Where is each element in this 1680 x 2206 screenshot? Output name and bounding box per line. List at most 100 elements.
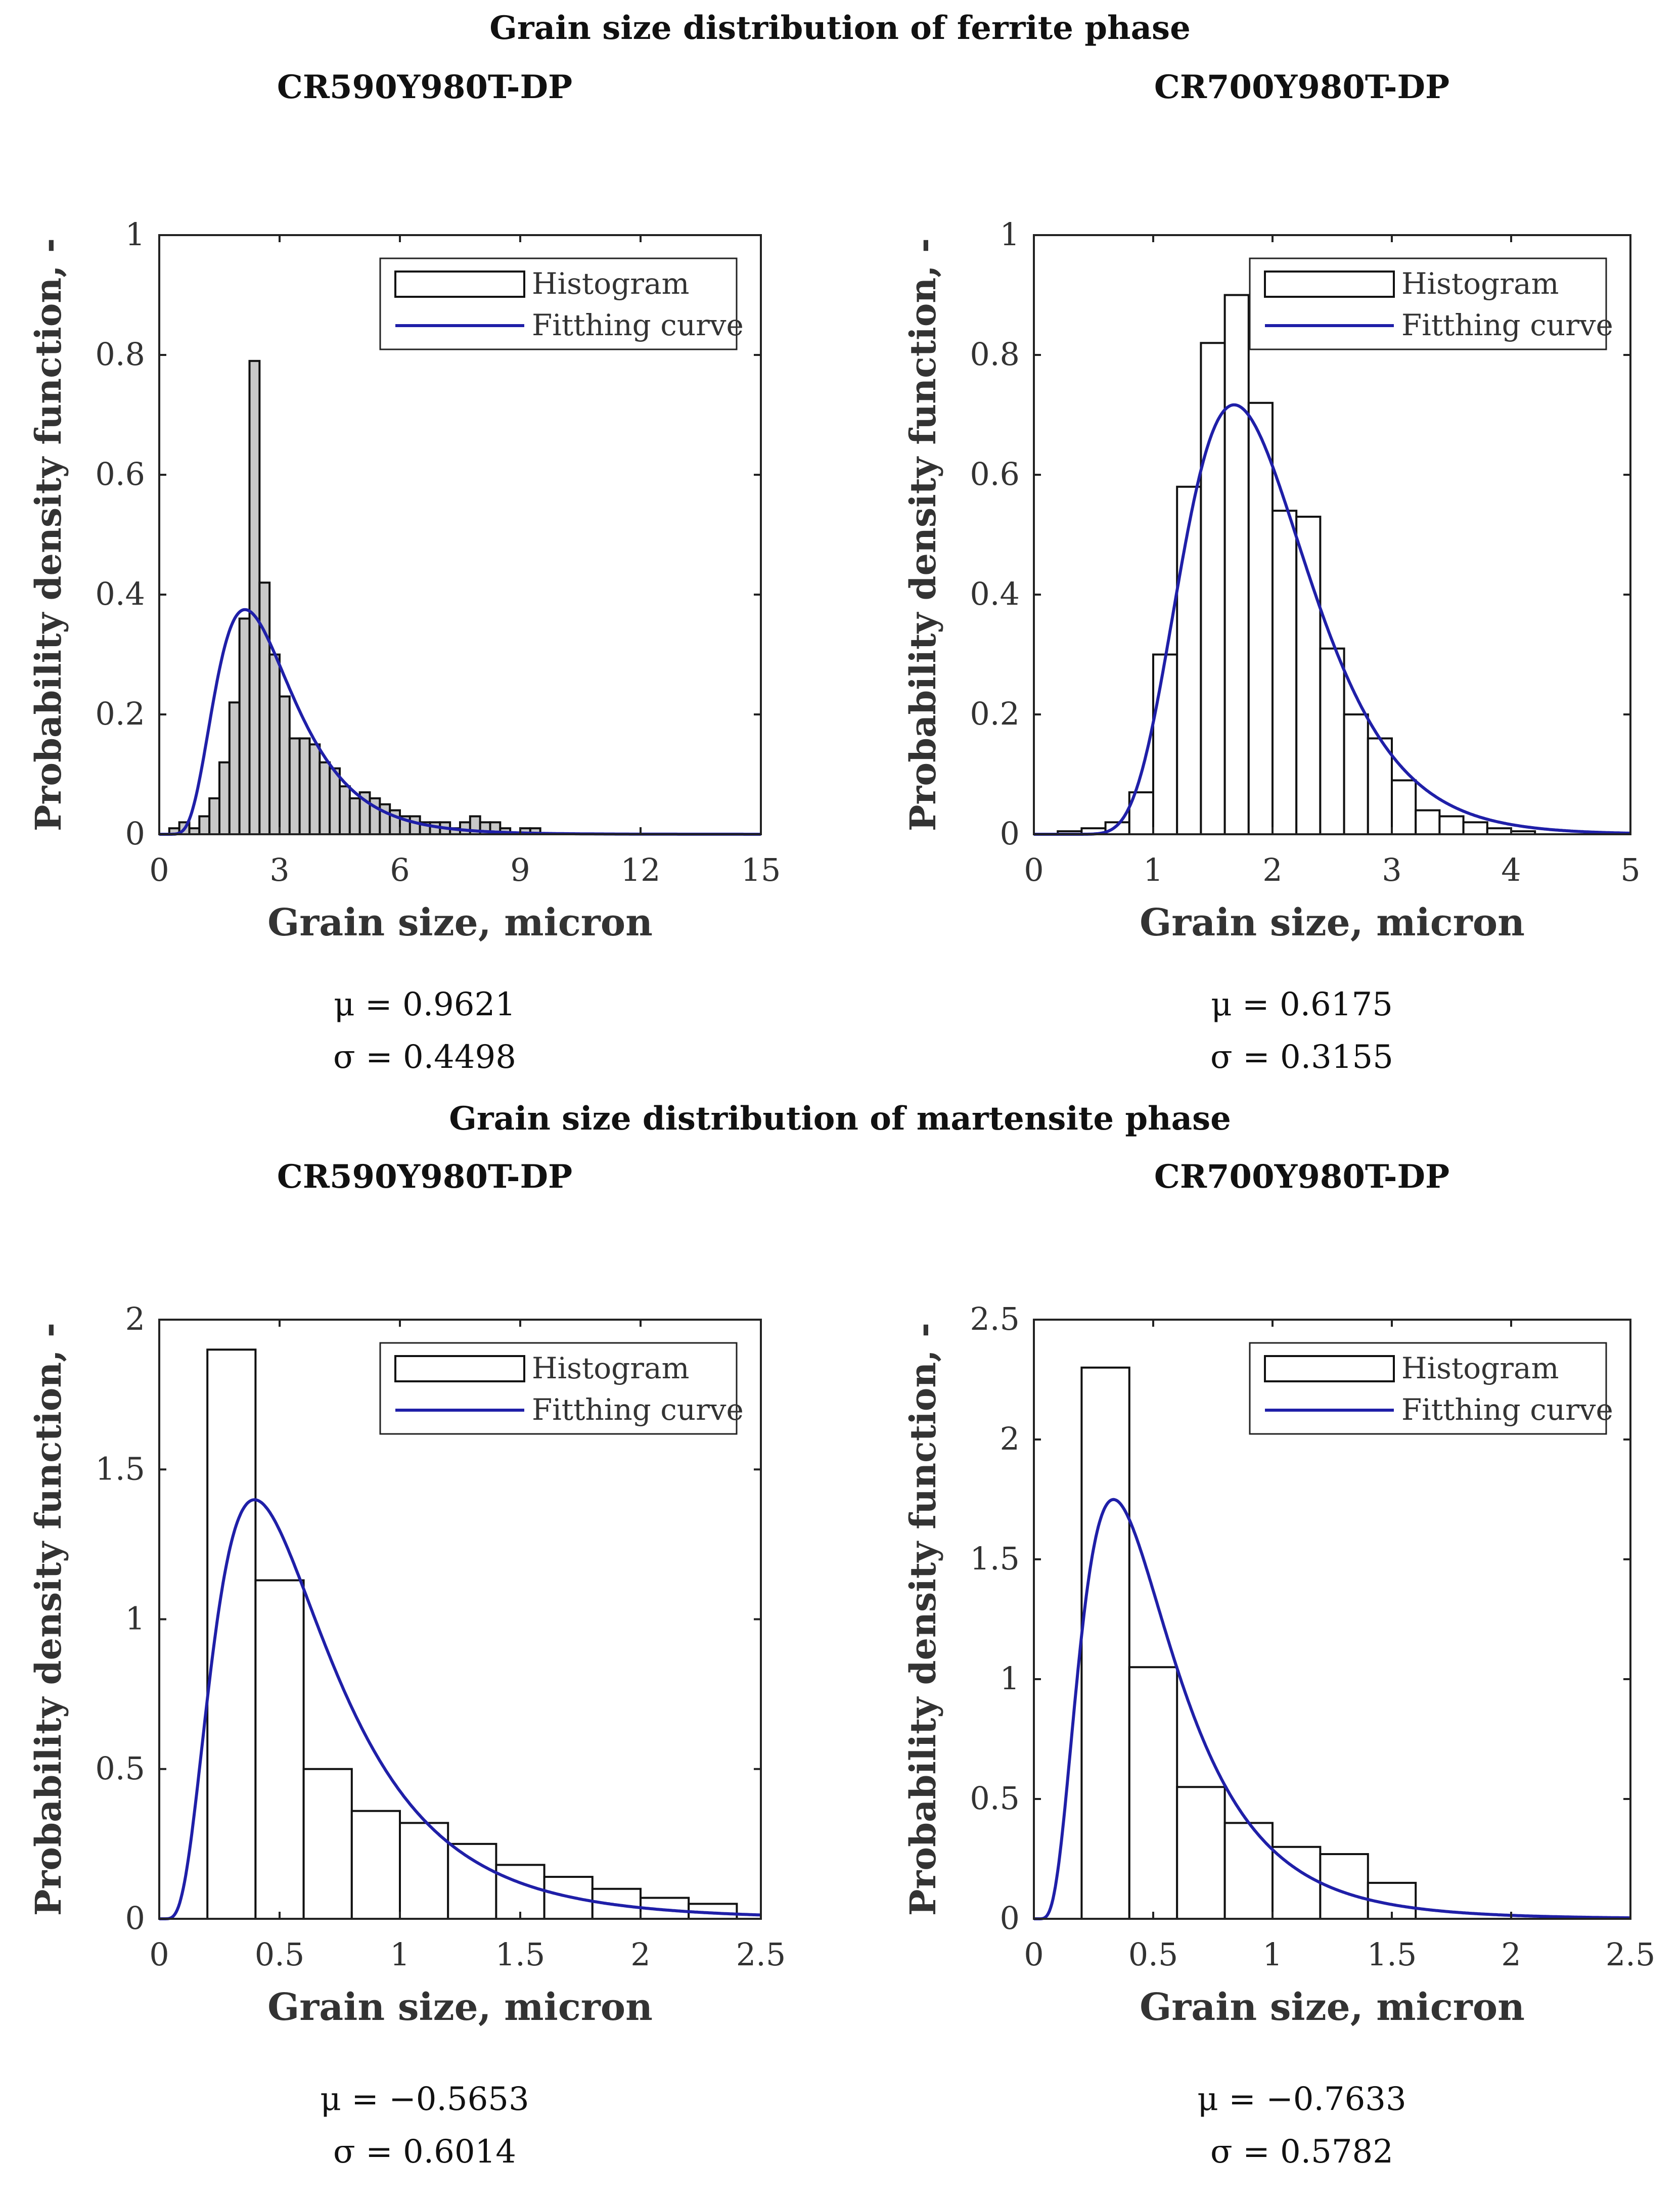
x-tick-label: 1: [390, 1936, 410, 1973]
y-tick-label: 1: [1000, 1660, 1020, 1697]
legend-curve-label: Fitthing curve: [1401, 1392, 1613, 1427]
histogram-bar: [495, 1864, 546, 1920]
histogram-bar: [399, 1822, 449, 1920]
histogram-bars: [206, 1348, 738, 1920]
params-ferrite-cr700: μ = 0.6175 σ = 0.3155: [1074, 978, 1529, 1084]
x-tick-label: 3: [269, 851, 289, 888]
y-tick-label: 0.4: [970, 575, 1020, 612]
histogram-bar: [329, 767, 341, 836]
chart-panel-1: 0 1 2 3 4 5 0 0.2 0.4 0.6 0.8 1 Grain size, micron Pr…: [902, 216, 1641, 944]
histogram-bar: [459, 821, 471, 836]
panel-title-martensite-cr590: CR590Y980T-DP: [277, 1158, 573, 1196]
chart-panel-2: 0 0.5 1 1.5 2 2.5 0 0.5 1 1.5 2 Grain size, micron P…: [27, 1300, 786, 2029]
params-martensite-cr590: μ = −0.5653 σ = 0.6014: [197, 2073, 652, 2178]
chart-panel-0: 0 3 6 9 12 15 0 0.2 0.4 0.6 0.8 1 Grain size, micron…: [27, 216, 781, 944]
y-axis-label: Probability density function, -: [902, 1323, 944, 1916]
legend-histogram-label: Histogram: [532, 1351, 690, 1385]
histogram-bar: [268, 653, 281, 835]
legend-histogram-label: Histogram: [1401, 1351, 1559, 1385]
y-tick-label: 1.5: [95, 1450, 145, 1487]
legend-histogram-swatch: [394, 271, 525, 298]
plot-frame: [1033, 234, 1631, 835]
legend-curve-label: Fitthing curve: [532, 1392, 744, 1427]
y-tick-label: 1.5: [970, 1540, 1020, 1577]
x-tick-label: 6: [390, 851, 410, 888]
histogram-bars: [1080, 1366, 1417, 1920]
x-axis-label: Grain size, micron: [267, 1986, 653, 2029]
histogram-bars: [1057, 294, 1536, 836]
x-axis-label: Grain size, micron: [267, 901, 653, 944]
legend-curve-label: Fitthing curve: [532, 308, 744, 342]
histogram-bar: [238, 617, 251, 836]
x-tick-label: 2.5: [736, 1936, 786, 1973]
x-tick-label: 15: [741, 851, 781, 888]
sigma-value: σ = 0.5782: [1210, 2133, 1393, 2171]
x-tick-label: 1.5: [495, 1936, 546, 1973]
panel-title-ferrite-cr700: CR700Y980T-DP: [1154, 68, 1450, 106]
x-tick-label: 0.5: [255, 1936, 305, 1973]
y-tick-label: 0: [1000, 1900, 1020, 1937]
histogram-bar: [1080, 1366, 1130, 1920]
legend-histogram-swatch: [394, 1355, 525, 1382]
histogram-bar: [1223, 294, 1250, 835]
histogram-bar: [302, 1768, 353, 1920]
mu-value: μ = −0.7633: [1197, 2081, 1406, 2118]
panel-title-martensite-cr700: CR700Y980T-DP: [1154, 1158, 1450, 1196]
y-tick-label: 0.6: [970, 456, 1020, 492]
histogram-bar: [254, 1579, 305, 1920]
chart-panel-3: 0 0.5 1 1.5 2 2.5 0 0.5 1 1.5 2 2.5 Grain size, micr…: [902, 1300, 1655, 2029]
y-tick-label: 1: [125, 1600, 145, 1637]
histogram-bar: [1438, 815, 1465, 835]
histogram-bar: [279, 695, 291, 835]
histogram-bar: [339, 785, 351, 835]
y-tick-label: 0.8: [970, 336, 1020, 373]
plot-frame: [158, 234, 762, 835]
params-ferrite-cr590: μ = 0.9621 σ = 0.4498: [197, 978, 652, 1084]
histogram-bar: [1128, 1666, 1178, 1920]
histogram-bar: [218, 761, 231, 836]
y-tick-label: 0.5: [970, 1780, 1020, 1817]
x-tick-label: 0: [149, 851, 169, 888]
x-axis-label: Grain size, micron: [1140, 901, 1525, 944]
legend: Histogram Fitthing curve: [1249, 257, 1613, 350]
x-tick-label: 0: [1024, 1936, 1043, 1973]
fitting-curve: [1034, 403, 1631, 836]
x-tick-label: 0: [149, 1936, 169, 1973]
x-tick-label: 3: [1382, 851, 1401, 888]
fitting-curve: [159, 1498, 761, 1920]
histogram-bar: [319, 761, 331, 836]
legend-curve-label: Fitthing curve: [1401, 308, 1613, 342]
legend-histogram-swatch: [1264, 1355, 1395, 1382]
histogram-bars: [168, 359, 541, 836]
histogram-bar: [348, 797, 361, 836]
y-tick-label: 1: [125, 216, 145, 253]
histogram-bar: [1391, 779, 1417, 835]
y-tick-label: 2: [1000, 1420, 1020, 1457]
histogram-bar: [1176, 1786, 1226, 1920]
x-tick-label: 1: [1262, 1936, 1282, 1973]
histogram-bar: [1415, 809, 1441, 835]
y-tick-label: 0: [1000, 815, 1020, 852]
legend-histogram-label: Histogram: [532, 266, 690, 301]
x-tick-label: 2: [1501, 1936, 1521, 1973]
histogram-bar: [1343, 713, 1369, 835]
histogram-bar: [308, 743, 321, 835]
sigma-value: σ = 0.4498: [333, 1039, 516, 1076]
histogram-bar: [408, 815, 421, 835]
x-tick-label: 2: [1262, 851, 1282, 888]
legend-histogram-swatch: [1264, 271, 1395, 298]
mu-value: μ = −0.5653: [320, 2081, 529, 2118]
histogram-bar: [1247, 401, 1274, 835]
x-tick-label: 12: [621, 851, 661, 888]
y-tick-label: 0.6: [95, 456, 145, 492]
y-tick-label: 0.8: [95, 336, 145, 373]
x-tick-label: 0: [1024, 851, 1043, 888]
histogram-bar: [228, 701, 241, 836]
y-axis-label: Probability density function, -: [27, 1323, 69, 1916]
x-tick-label: 9: [510, 851, 530, 888]
y-tick-label: 0.4: [95, 575, 145, 612]
y-axis-label: Probability density function, -: [27, 238, 69, 831]
sigma-value: σ = 0.6014: [333, 2133, 516, 2171]
fitting-curve: [1034, 1498, 1630, 1920]
